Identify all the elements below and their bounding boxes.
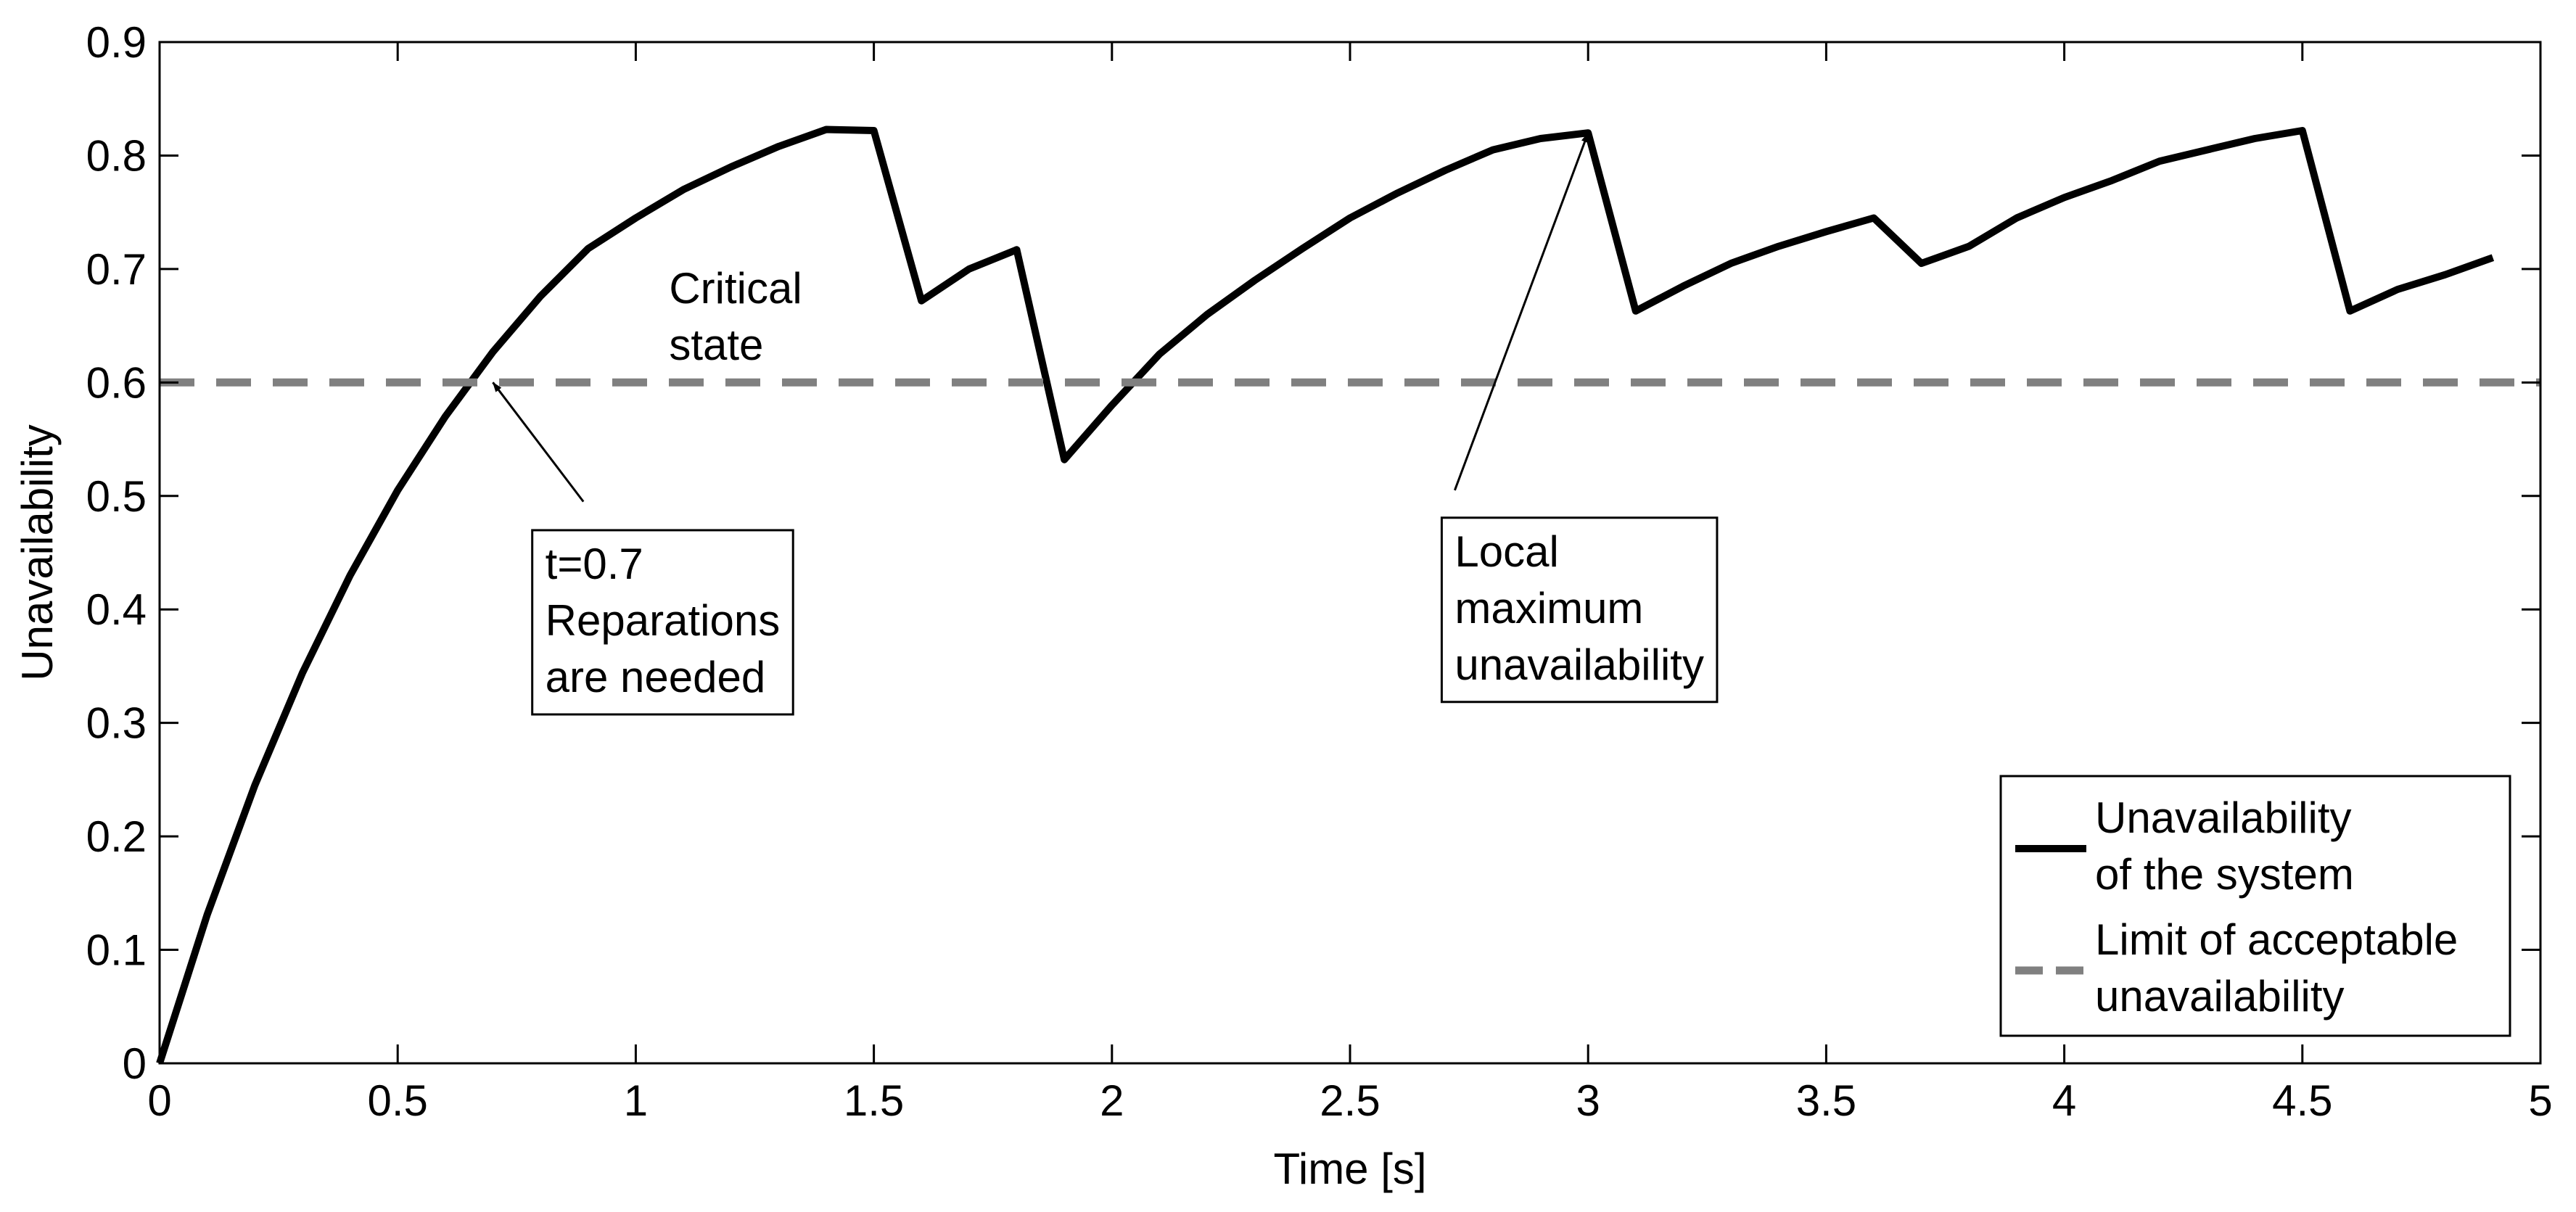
- annotation-text: Reparations: [546, 596, 781, 645]
- annotation-text: unavailability: [1454, 640, 1704, 689]
- y-tick-label: 0: [123, 1039, 147, 1088]
- y-tick-label: 0.1: [86, 926, 147, 975]
- x-tick-label: 1.5: [844, 1076, 904, 1125]
- x-tick-label: 2: [1100, 1076, 1124, 1125]
- x-tick-label: 5: [2528, 1076, 2552, 1125]
- series-layer: [156, 125, 2540, 1065]
- annotation-text: Critical: [669, 264, 802, 313]
- legend-box: [1999, 775, 2511, 1037]
- legend-label: Limit of acceptable: [2095, 915, 2458, 964]
- y-tick-label: 0.9: [86, 18, 147, 67]
- unavailability-line: [156, 125, 2495, 1065]
- annotation-box: [1440, 516, 1719, 704]
- y-tick-label: 0.6: [86, 358, 147, 407]
- y-tick-label: 0.4: [86, 585, 147, 634]
- annotation-text: t=0.7: [546, 540, 643, 588]
- annotation-arrow: [492, 382, 585, 503]
- x-tick-label: 0.5: [367, 1076, 427, 1125]
- annotation-repair: t=0.7 Reparations are needed: [492, 382, 794, 716]
- annotation-localmax: Local maximum unavailability: [1440, 132, 1719, 704]
- x-axis-label: Time [s]: [1273, 1145, 1426, 1193]
- y-tick-label: 0.5: [86, 472, 147, 521]
- annotation-text: are needed: [546, 653, 766, 701]
- legend: Unavailability of the system Limit of acce…: [1999, 775, 2511, 1037]
- x-tick-label: 3.5: [1796, 1076, 1856, 1125]
- y-tick-label: 0.8: [86, 131, 147, 180]
- y-tick-label: 0.7: [86, 245, 147, 294]
- legend-label: Unavailability: [2095, 793, 2352, 842]
- legend-label: of the system: [2095, 850, 2354, 899]
- x-tick-label: 1: [624, 1076, 648, 1125]
- x-tick-label: 4.5: [2272, 1076, 2332, 1125]
- annotation-text: Local: [1454, 527, 1558, 576]
- annotation-arrow: [1454, 132, 1589, 491]
- annotation-critical: Critical state: [669, 264, 802, 369]
- annotation-layer: Critical state t=0.7 Reparations are needed L…: [492, 132, 1719, 716]
- annotation-text: state: [669, 321, 763, 369]
- y-axis-label: Unavailability: [13, 424, 62, 681]
- ticks-layer: 0 0.5 1 1.5 2 2.5 3 3.5 4 4.5 5 0 0.1 0.2 0.3 0.4 0.5 0.6…: [86, 18, 2553, 1125]
- y-tick-label: 0.3: [86, 699, 147, 748]
- y-tick-label: 0.2: [86, 812, 147, 861]
- annotation-box: [531, 529, 794, 716]
- annotation-text: maximum: [1454, 584, 1643, 632]
- x-tick-label: 2.5: [1320, 1076, 1380, 1125]
- x-tick-label: 4: [2052, 1076, 2076, 1125]
- x-tick-label: 3: [1576, 1076, 1600, 1125]
- x-tick-label: 0: [147, 1076, 171, 1125]
- legend-label: unavailability: [2095, 972, 2345, 1021]
